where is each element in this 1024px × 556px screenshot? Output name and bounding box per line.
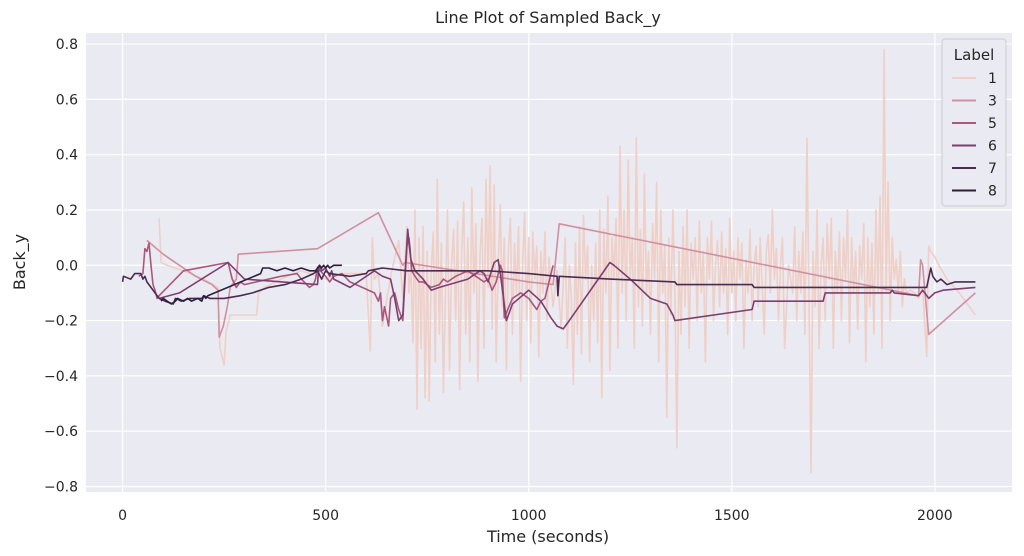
- y-tick-labels: −0.8 −0.6 −0.4 −0.2 0.0 0.2 0.4 0.6 0.8: [44, 37, 78, 495]
- series-line-8: [160, 264, 342, 305]
- legend-label-5: 5: [988, 116, 997, 132]
- legend-label-8: 8: [988, 184, 997, 200]
- y-tick-label: 0.4: [56, 148, 78, 164]
- series-line-1: [158, 48, 977, 474]
- x-tick-label: 500: [312, 508, 339, 524]
- grid: [86, 33, 1012, 492]
- legend: Label 1 3 5 6 7 8: [941, 38, 1007, 207]
- series-lines: [121, 48, 977, 474]
- x-tick-label: 1000: [511, 508, 547, 524]
- y-tick-label: −0.8: [44, 479, 78, 495]
- legend-label-6: 6: [988, 139, 997, 155]
- x-axis-label: Time (seconds): [486, 527, 609, 546]
- legend-items: 1 3 5 6 7 8: [952, 71, 997, 200]
- x-tick-label: 1500: [714, 508, 750, 524]
- legend-label-3: 3: [988, 94, 997, 110]
- legend-label-1: 1: [988, 71, 997, 87]
- legend-title: Label: [954, 46, 994, 64]
- x-tick-label: 2000: [917, 508, 953, 524]
- y-tick-label: 0.2: [56, 203, 78, 219]
- series-line-6: [158, 228, 976, 330]
- y-tick-label: 0.8: [56, 37, 78, 53]
- y-tick-label: −0.2: [44, 314, 78, 330]
- x-tick-labels: 0 500 1000 1500 2000: [118, 508, 953, 524]
- y-axis-label: Back_y: [10, 234, 30, 290]
- y-tick-label: −0.6: [44, 424, 78, 440]
- y-tick-label: −0.4: [44, 369, 78, 385]
- y-tick-label: 0.6: [56, 92, 78, 108]
- chart-title: Line Plot of Sampled Back_y: [435, 8, 661, 28]
- y-tick-label: 0.0: [56, 258, 78, 274]
- series-line-3: [146, 211, 976, 338]
- series-line-7: [121, 267, 976, 305]
- x-tick-label: 0: [118, 508, 127, 524]
- legend-label-7: 7: [988, 161, 997, 177]
